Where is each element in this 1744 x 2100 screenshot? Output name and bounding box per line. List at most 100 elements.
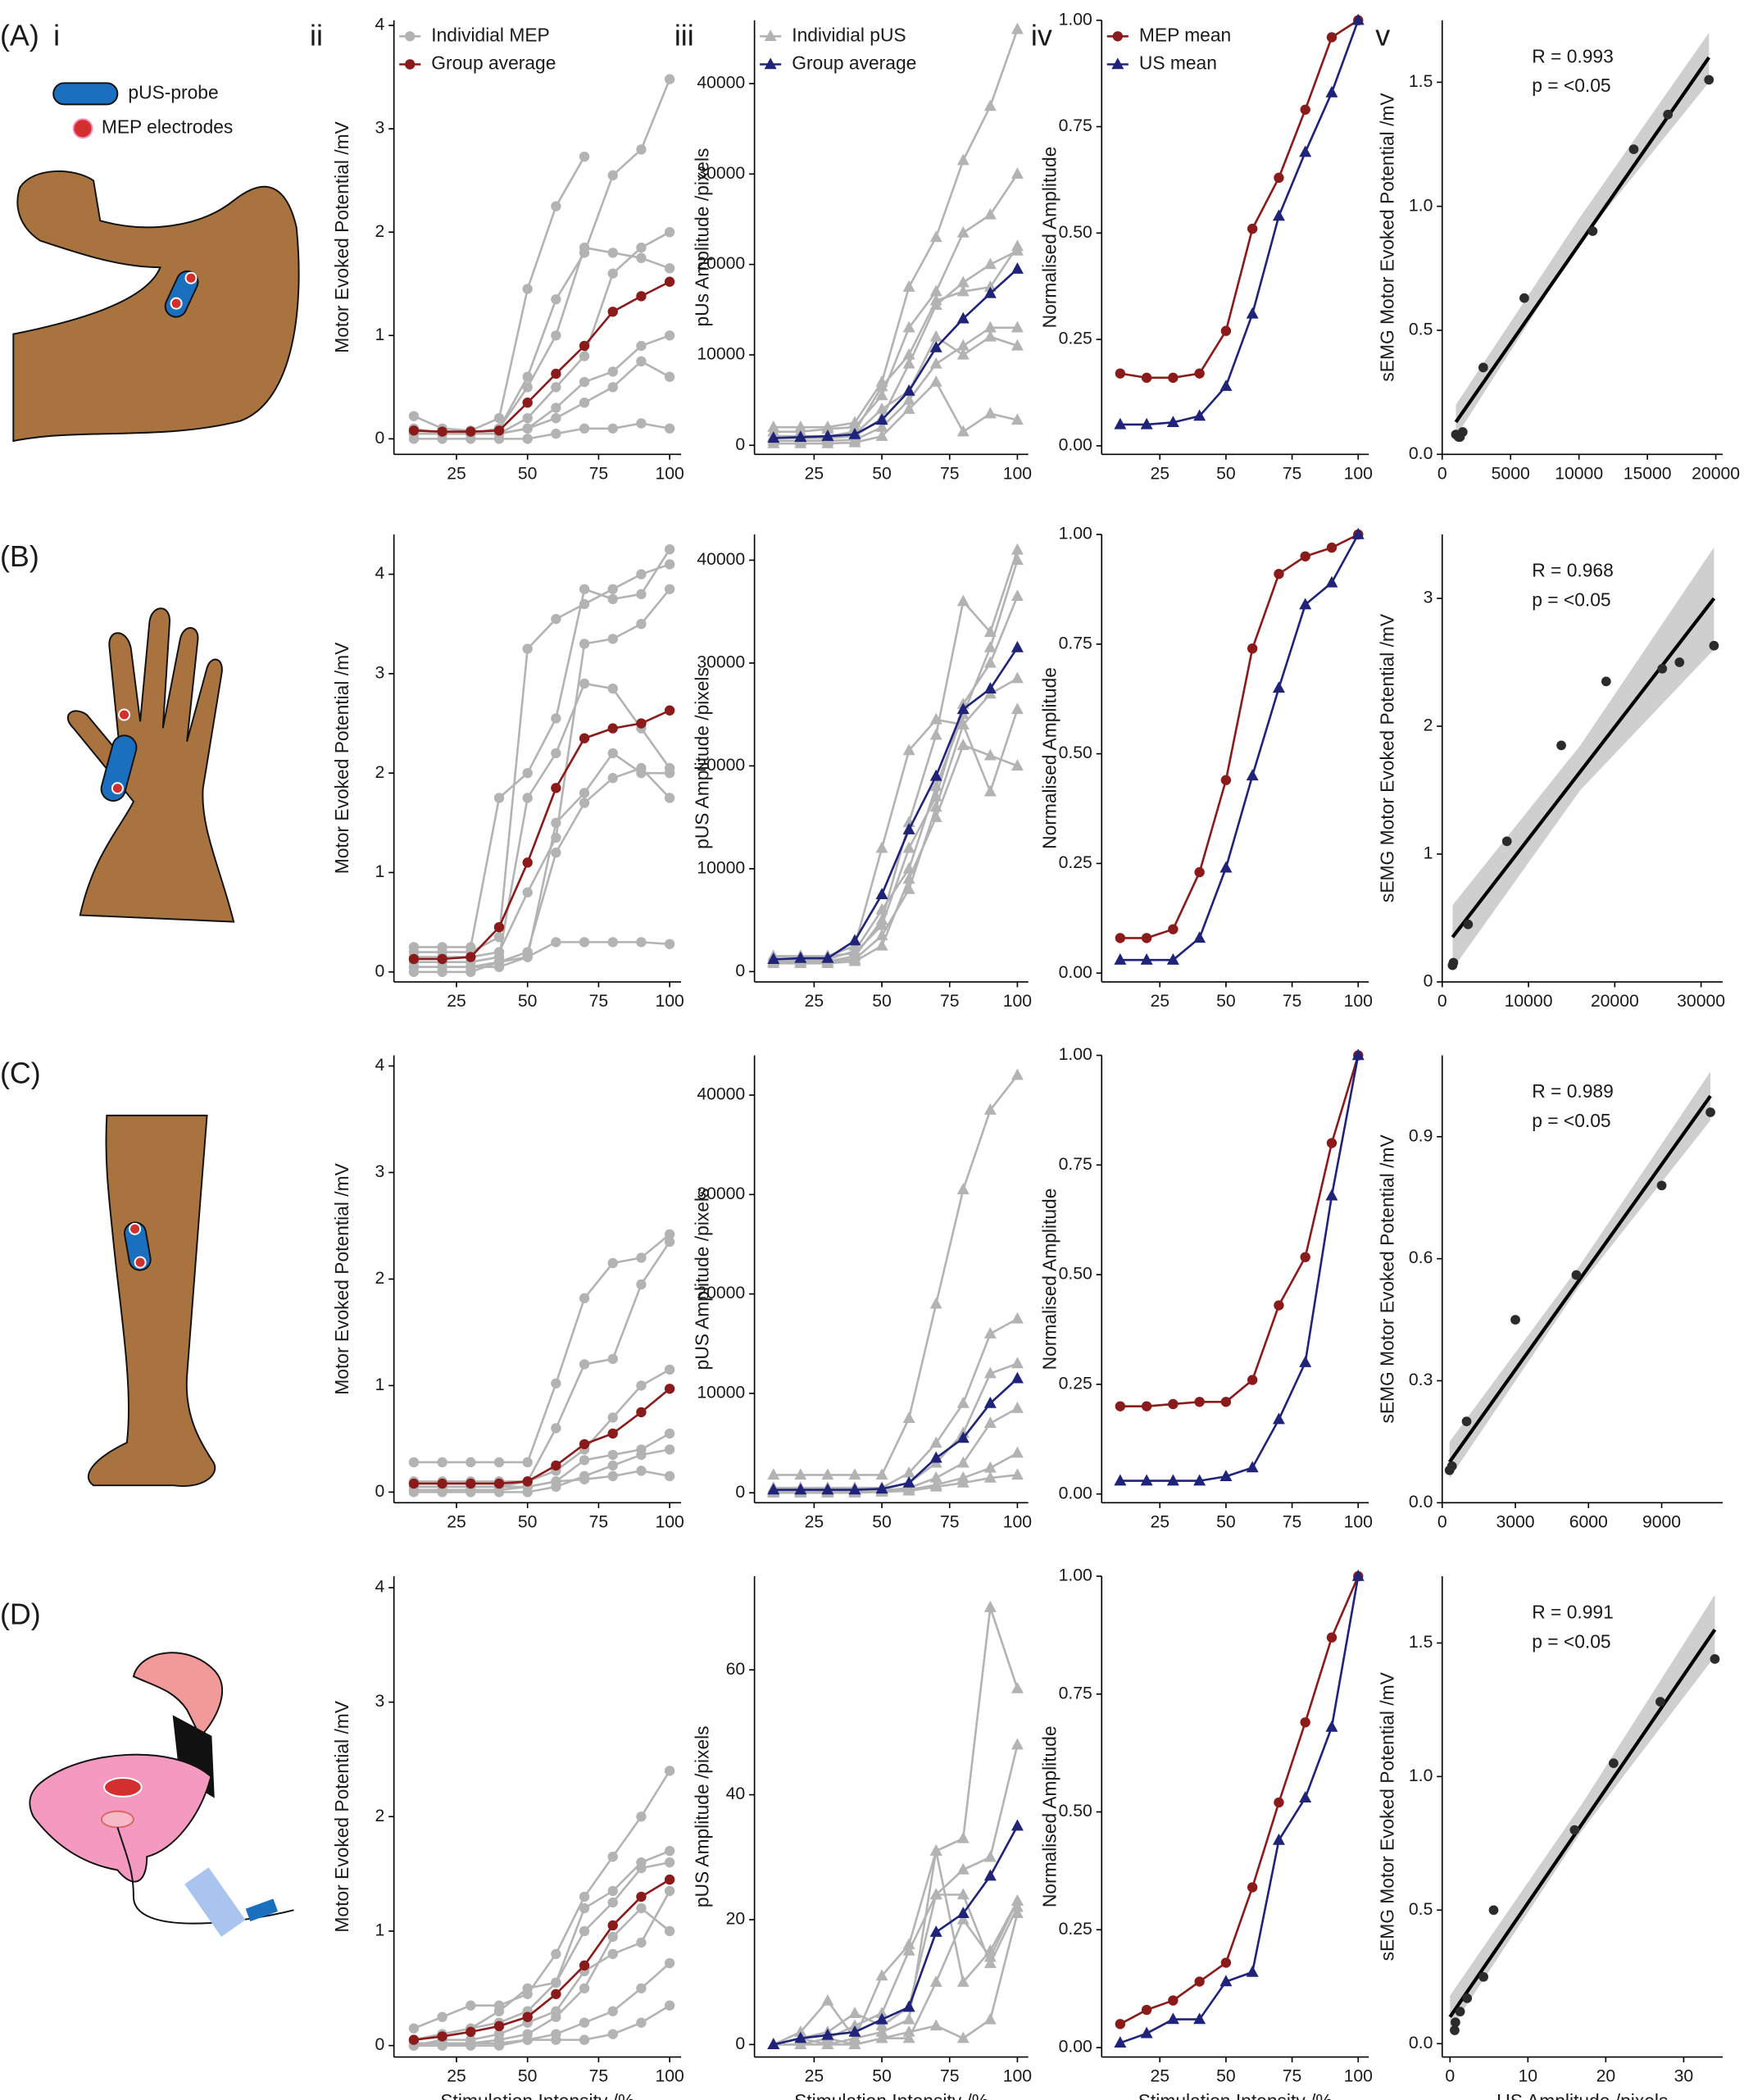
point bbox=[983, 1327, 997, 1339]
point bbox=[1272, 1833, 1285, 1845]
x-tick-label: 50 bbox=[518, 1512, 538, 1531]
point bbox=[466, 2038, 476, 2049]
point bbox=[522, 767, 533, 779]
point bbox=[983, 682, 997, 693]
y-tick-label: 20 bbox=[726, 1910, 746, 1929]
series-line bbox=[413, 709, 670, 961]
point bbox=[1011, 1311, 1024, 1324]
point bbox=[956, 348, 970, 360]
point bbox=[607, 593, 618, 605]
point bbox=[1011, 1446, 1024, 1458]
x-tick-label: 50 bbox=[518, 2067, 538, 2086]
y-tick-label: 0.0 bbox=[1409, 1493, 1433, 1511]
x-tick-label: 10 bbox=[1519, 2067, 1538, 2086]
point bbox=[607, 584, 618, 594]
point bbox=[1601, 676, 1611, 687]
series-line bbox=[413, 1448, 670, 1493]
point bbox=[1166, 2012, 1179, 2025]
point bbox=[579, 151, 590, 162]
point bbox=[794, 436, 807, 448]
y-tick-label: 0.9 bbox=[1409, 1126, 1433, 1145]
point bbox=[636, 1811, 647, 1822]
point bbox=[551, 1948, 561, 1960]
point bbox=[983, 1103, 997, 1115]
point bbox=[493, 434, 505, 444]
point bbox=[664, 276, 675, 287]
x-tick-label: 20000 bbox=[1692, 464, 1740, 483]
y-tick-label: 0.75 bbox=[1059, 634, 1092, 652]
point bbox=[929, 298, 942, 310]
point bbox=[1220, 325, 1232, 336]
point bbox=[607, 1449, 618, 1461]
y-tick-label: 0 bbox=[375, 2035, 384, 2054]
point bbox=[821, 436, 834, 448]
point bbox=[1351, 1569, 1365, 1581]
column-label: i bbox=[53, 19, 60, 52]
point bbox=[821, 1468, 834, 1480]
row-label: (A) bbox=[0, 19, 39, 52]
point bbox=[636, 1466, 647, 1476]
point bbox=[551, 201, 561, 211]
point bbox=[1325, 85, 1338, 98]
y-tick-label: 1.5 bbox=[1409, 1633, 1433, 1652]
point bbox=[664, 705, 675, 716]
point bbox=[1193, 1474, 1206, 1486]
point bbox=[1168, 1398, 1179, 1410]
x-tick-label: 25 bbox=[805, 2067, 824, 2086]
point bbox=[902, 320, 915, 333]
point bbox=[636, 937, 647, 948]
point bbox=[551, 412, 561, 424]
series-line bbox=[413, 334, 670, 435]
y-axis-label: sEMG Motor Evoked Potential /mV bbox=[1377, 613, 1398, 902]
y-tick-label: 10000 bbox=[697, 345, 745, 364]
point bbox=[466, 434, 476, 444]
series-line bbox=[413, 1388, 670, 1485]
x-tick-label: 30 bbox=[1674, 2067, 1694, 2086]
x-tick-label: 50 bbox=[1216, 1512, 1236, 1531]
point bbox=[956, 1475, 970, 1488]
point bbox=[466, 2000, 476, 2011]
series-line bbox=[413, 2004, 670, 2045]
point bbox=[1011, 1738, 1024, 1750]
point bbox=[1011, 261, 1024, 274]
point bbox=[1351, 13, 1365, 25]
point bbox=[875, 841, 888, 853]
series-line bbox=[413, 280, 670, 433]
point bbox=[664, 767, 675, 779]
point bbox=[607, 683, 618, 694]
point bbox=[664, 74, 675, 84]
legend-marker bbox=[405, 31, 416, 42]
point bbox=[1463, 919, 1474, 930]
point bbox=[956, 1862, 970, 1875]
point bbox=[522, 423, 533, 434]
hand bbox=[67, 607, 235, 923]
point bbox=[1011, 320, 1024, 333]
point bbox=[664, 330, 675, 341]
y-tick-label: 1.0 bbox=[1409, 1766, 1433, 1785]
point bbox=[848, 946, 861, 958]
point bbox=[408, 953, 420, 965]
annotation: p = <0.05 bbox=[1532, 589, 1610, 611]
point bbox=[875, 918, 888, 930]
point bbox=[875, 389, 888, 401]
point bbox=[437, 2031, 447, 2042]
point bbox=[636, 340, 647, 352]
point bbox=[522, 2034, 533, 2045]
y-axis-label: sEMG Motor Evoked Potential /mV bbox=[1377, 1134, 1398, 1424]
y-tick-label: 4 bbox=[375, 1578, 384, 1597]
electrode bbox=[134, 1256, 147, 1269]
y-tick-label: 1.5 bbox=[1409, 72, 1433, 91]
y-axis-label: pUS Amplitude /pixels bbox=[692, 1189, 713, 1370]
row-label: (D) bbox=[0, 1598, 41, 1630]
point bbox=[1478, 362, 1488, 373]
point bbox=[636, 1279, 647, 1290]
point bbox=[1325, 1189, 1338, 1201]
x-tick-label: 9000 bbox=[1642, 1512, 1681, 1531]
point bbox=[551, 748, 561, 759]
point bbox=[579, 1983, 590, 1993]
point bbox=[636, 718, 647, 729]
point bbox=[579, 242, 590, 253]
point bbox=[767, 2038, 780, 2050]
x-tick-label: 75 bbox=[940, 464, 960, 483]
y-tick-label: 0.00 bbox=[1059, 2038, 1092, 2057]
